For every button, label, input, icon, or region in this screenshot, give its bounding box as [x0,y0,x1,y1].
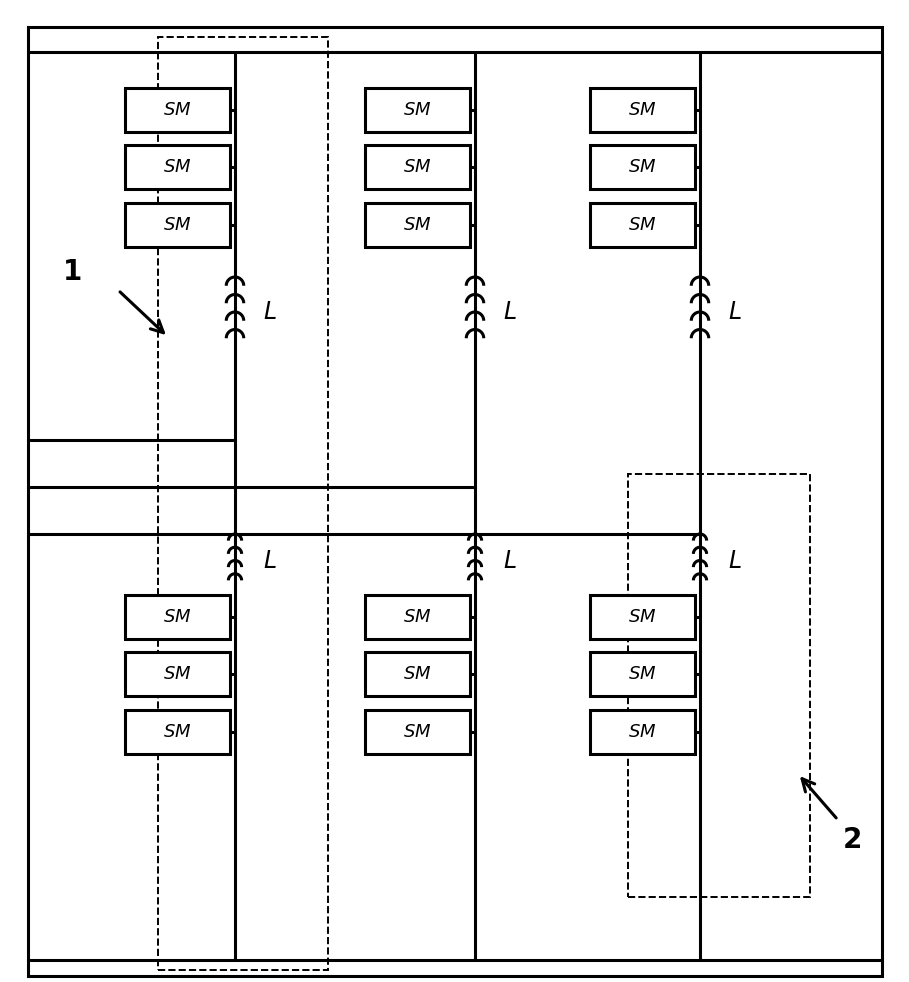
Text: $SM$: $SM$ [164,158,192,176]
Bar [125,145,230,189]
Text: $SM$: $SM$ [404,101,432,119]
Text: $SM$: $SM$ [164,608,192,626]
Bar [590,710,695,754]
Text: $SM$: $SM$ [404,723,432,741]
Text: $SM$: $SM$ [164,216,192,234]
Bar [125,203,230,247]
Bar [590,145,695,189]
Bar [365,145,470,189]
Text: $L$: $L$ [728,300,742,324]
Text: 1: 1 [63,258,82,286]
Bar [628,474,810,897]
Text: $L$: $L$ [503,300,516,324]
Text: $SM$: $SM$ [628,101,656,119]
Bar [590,203,695,247]
Text: $SM$: $SM$ [628,158,656,176]
Text: $SM$: $SM$ [404,158,432,176]
Bar [365,652,470,696]
Text: $SM$: $SM$ [628,216,656,234]
Bar [365,88,470,132]
Bar [158,37,328,970]
Text: $SM$: $SM$ [164,723,192,741]
Text: $SM$: $SM$ [164,665,192,683]
Text: $SM$: $SM$ [404,608,432,626]
Text: $L$: $L$ [503,549,516,573]
Bar [125,595,230,639]
Bar [590,595,695,639]
Text: $L$: $L$ [263,549,276,573]
Text: $SM$: $SM$ [404,665,432,683]
Text: $SM$: $SM$ [404,216,432,234]
Text: $SM$: $SM$ [164,101,192,119]
Bar [125,710,230,754]
Bar [365,203,470,247]
Bar [590,88,695,132]
Text: 2: 2 [843,826,862,854]
Text: $SM$: $SM$ [628,608,656,626]
Bar [365,710,470,754]
Bar [125,88,230,132]
Text: $SM$: $SM$ [628,723,656,741]
Bar [365,595,470,639]
Bar [125,652,230,696]
Text: $SM$: $SM$ [628,665,656,683]
Text: $L$: $L$ [263,300,276,324]
Bar [590,652,695,696]
Text: $L$: $L$ [728,549,742,573]
